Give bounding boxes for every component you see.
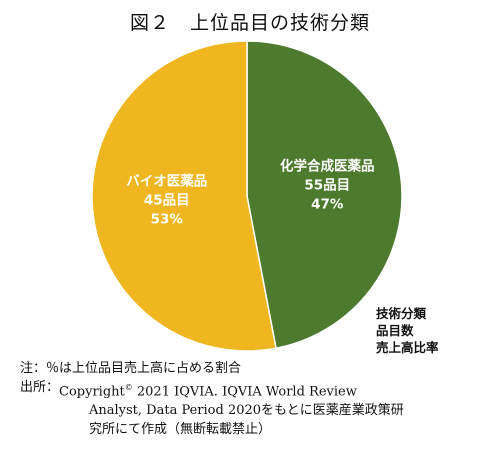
- pie-slice-chemical: [246, 40, 403, 350]
- legend-line-category: 技術分類: [376, 306, 427, 321]
- pie-slice-bio: [91, 40, 277, 352]
- legend-line-count: 品目数: [376, 323, 414, 338]
- legend-note: 技術分類 品目数 売上高比率: [376, 305, 439, 356]
- note-text: 注：％は上位品目売上高に占める割合: [20, 361, 242, 376]
- slice-pct-bio: 53%: [151, 212, 184, 228]
- slice-label-bio: バイオ医薬品: [126, 173, 207, 190]
- copyright-symbol: ©: [124, 383, 133, 392]
- source-line-1: Copyright© 2021 IQVIA. IQVIA World Revie…: [59, 378, 490, 401]
- slice-count-bio: 45品目: [144, 193, 190, 209]
- legend-line-ratio: 売上高比率: [376, 340, 439, 355]
- slice-label-chemical: 化学合成医薬品: [280, 157, 375, 174]
- pie-chart: 化学合成医薬品 55品目 47% バイオ医薬品 45品目 53%: [91, 40, 403, 352]
- slice-pct-chemical: 47%: [311, 196, 344, 212]
- source-row: 出所： Copyright© 2021 IQVIA. IQVIA World R…: [20, 378, 490, 401]
- slice-count-chemical: 55品目: [304, 177, 350, 193]
- source-lead: 出所：: [20, 380, 60, 395]
- page-title: 図２ 上位品目の技術分類: [129, 12, 370, 34]
- source-copyright: Copyright: [59, 384, 125, 400]
- source-line-3: 究所にて作成（無断転載禁止）: [89, 422, 272, 438]
- source-line-2: Analyst, Data Period 2020をもとに医薬産業政策研: [89, 403, 404, 419]
- footnotes: 注：％は上位品目売上高に占める割合 出所： Copyright© 2021 IQ…: [20, 359, 490, 439]
- source-year-text: 2021 IQVIA. IQVIA World Review: [132, 384, 357, 400]
